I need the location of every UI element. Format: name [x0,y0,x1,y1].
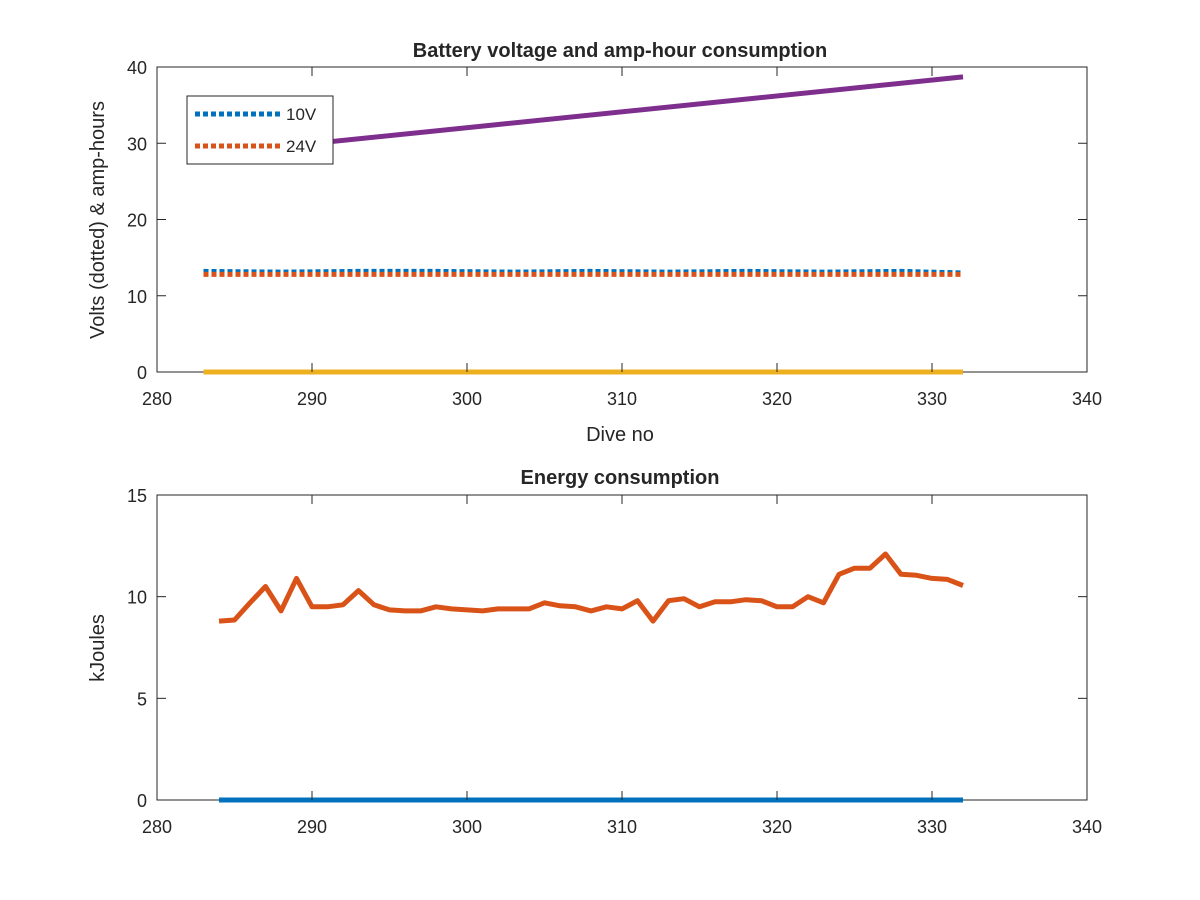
x-tick-label: 300 [452,389,482,409]
x-tick-label: 310 [607,817,637,837]
y-tick-label: 10 [127,287,147,307]
y-axis-label: Volts (dotted) & amp-hours [87,101,109,339]
chart-battery: Battery voltage and amp-hour consumption… [87,40,1102,446]
series-line [203,268,964,276]
y-tick-label: 15 [127,486,147,506]
x-tick-label: 330 [917,817,947,837]
x-tick-label: 280 [142,389,172,409]
x-tick-label: 290 [297,817,327,837]
x-tick-label: 300 [452,817,482,837]
axes-box [156,494,1088,801]
x-tick-label: 330 [917,389,947,409]
y-tick-label: 5 [137,689,147,709]
legend-label-24v: 24V [286,137,317,156]
chart-energy: Energy consumption 280 290 300 310 320 330 340… [87,467,1102,837]
legend-label-10v: 10V [286,105,317,124]
x-axis-label: Dive no [586,424,654,446]
x-tick-label: 320 [762,817,792,837]
x-tick-label: 290 [297,389,327,409]
x-tick-label: 280 [142,817,172,837]
plot-area [156,494,1088,803]
x-tick-label: 340 [1072,389,1102,409]
axis-ticks: 280 290 300 310 320 330 340 0 10 20 30 40 [127,58,1102,409]
y-axis-label: kJoules [87,614,109,682]
y-tick-label: 0 [137,791,147,811]
y-tick-label: 10 [127,588,147,608]
y-tick-label: 0 [137,363,147,383]
chart-title: Battery voltage and amp-hour consumption [413,40,827,62]
x-tick-label: 340 [1072,817,1102,837]
legend: 10V 24V [186,95,334,165]
chart-title: Energy consumption [521,467,720,489]
x-tick-label: 320 [762,389,792,409]
axis-ticks: 280 290 300 310 320 330 340 0 5 10 15 [127,486,1102,837]
legend-box [186,95,334,165]
series-line [218,551,964,624]
y-tick-label: 20 [127,211,147,231]
x-tick-label: 310 [607,389,637,409]
y-tick-label: 40 [127,58,147,78]
y-tick-label: 30 [127,134,147,154]
